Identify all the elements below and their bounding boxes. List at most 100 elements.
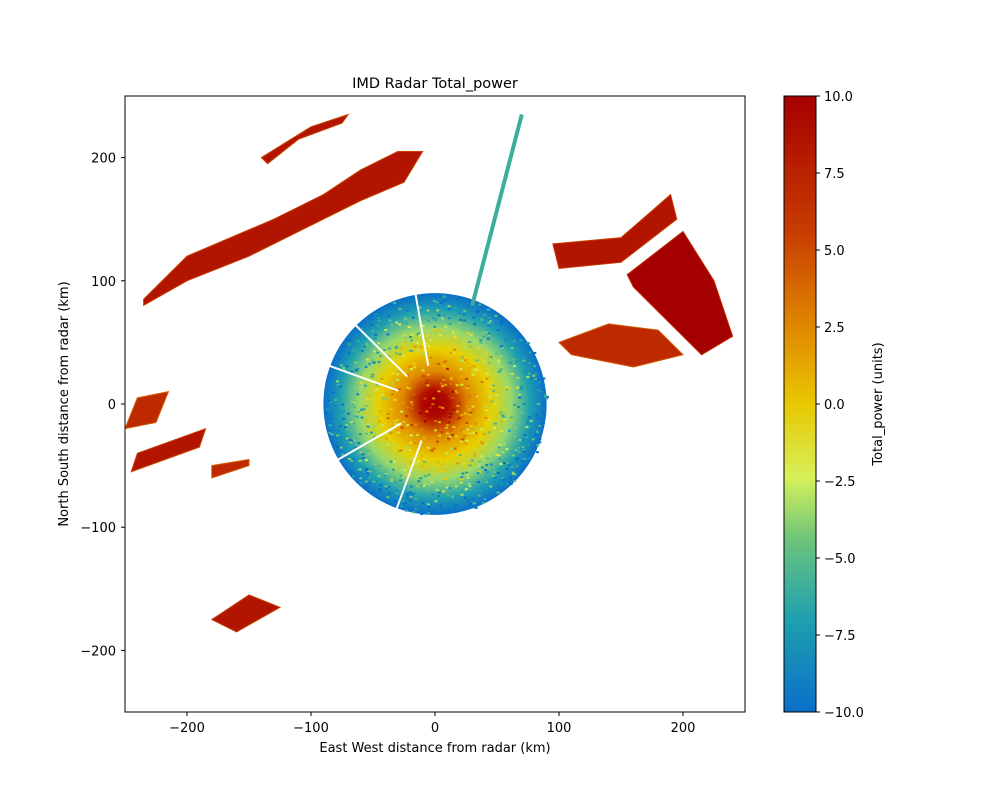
x-tick-label: −100 [293, 721, 329, 736]
echo-cell [508, 481, 512, 484]
echo-cell [542, 403, 546, 406]
echo-cell [536, 444, 540, 447]
echo-region-nw-band [143, 150, 424, 307]
echo-cell [499, 355, 503, 358]
echo-cell [457, 403, 461, 406]
echo-cell [460, 413, 464, 416]
echo-cell [426, 503, 430, 506]
echo-cell [332, 391, 336, 394]
y-tick-label: −100 [80, 521, 116, 536]
echo-cell [459, 318, 463, 321]
echo-cell [437, 491, 441, 494]
echo-cell [350, 421, 354, 424]
echo-cell [379, 484, 383, 487]
echo-cell [485, 377, 489, 380]
echo-cell [510, 417, 514, 420]
echo-cell [487, 401, 491, 404]
echo-cell [341, 403, 345, 406]
echo-cell [543, 396, 547, 399]
echo-cell [352, 475, 356, 478]
echo-cell [508, 429, 512, 432]
echo-cell [395, 419, 399, 422]
echo-cell [465, 378, 469, 381]
echo-cell [464, 488, 468, 491]
echo-cell [436, 362, 440, 365]
echo-cell [491, 387, 495, 390]
echo-cell [465, 405, 469, 408]
echo-cell [469, 502, 473, 505]
echo-cell [405, 492, 409, 495]
echo-cell [361, 453, 365, 456]
echo-cell [438, 334, 442, 337]
echo-cell [512, 339, 516, 342]
echo-cell [346, 408, 350, 411]
echo-cell [368, 423, 372, 426]
echo-cell [363, 411, 367, 414]
echo-cell [442, 295, 446, 298]
echo-cell [411, 380, 415, 383]
echo-cell [420, 502, 424, 505]
echo-cell [441, 376, 445, 379]
x-tick-label: 0 [431, 721, 439, 736]
echo-cell [449, 351, 453, 354]
echo-cell [333, 404, 337, 407]
echo-cell [543, 394, 547, 397]
echo-cell [426, 446, 430, 449]
echo-cell [387, 491, 391, 494]
echo-cell [447, 439, 451, 442]
echo-cell [487, 334, 491, 337]
echo-cell [330, 433, 334, 436]
echo-cell [485, 471, 489, 474]
echo-cell [446, 482, 450, 485]
echo-cell [434, 500, 438, 503]
echo-cell [486, 337, 490, 340]
echo-cell [545, 397, 549, 400]
echo-cell [509, 410, 513, 413]
echo-cell [377, 317, 381, 320]
echo-cell [486, 308, 490, 311]
echo-cell [395, 352, 399, 355]
echo-cell [474, 432, 478, 435]
echo-cell [386, 496, 390, 499]
echo-cell [398, 370, 402, 373]
echo-cell [493, 422, 497, 425]
echo-cell [378, 374, 382, 377]
echo-cell [461, 472, 465, 475]
echo-cell [420, 465, 424, 468]
echo-cell [338, 425, 342, 428]
echo-cell [472, 408, 476, 411]
echo-cell [505, 386, 509, 389]
echo-cell [466, 331, 470, 334]
echo-cell [372, 435, 376, 438]
echo-cell [488, 316, 492, 319]
echo-cell [419, 477, 423, 480]
echo-cell [370, 481, 374, 484]
echo-cell [436, 461, 440, 464]
echo-cell [389, 432, 393, 435]
echo-cell [350, 401, 354, 404]
echo-cell [500, 419, 504, 422]
echo-cell [449, 429, 453, 432]
echo-cell [400, 426, 404, 429]
echo-cell [464, 442, 468, 445]
echo-cell [398, 438, 402, 441]
echo-cell [447, 308, 451, 311]
echo-cell [410, 493, 414, 496]
echo-cell [373, 337, 377, 340]
echo-cell [337, 357, 341, 360]
echo-cell [403, 469, 407, 472]
echo-cell [480, 466, 484, 469]
echo-cell [472, 365, 476, 368]
echo-cell [432, 392, 436, 395]
echo-cell [392, 460, 396, 463]
y-tick-label: −200 [80, 644, 116, 659]
echo-cell [394, 423, 398, 426]
echo-cell [351, 422, 355, 425]
echo-cell [472, 433, 476, 436]
echo-cell [463, 359, 467, 362]
echo-cell [489, 383, 493, 386]
echo-cell [462, 430, 466, 433]
echo-cell [433, 429, 437, 432]
echo-cell [426, 309, 430, 312]
echo-cell [463, 412, 467, 415]
